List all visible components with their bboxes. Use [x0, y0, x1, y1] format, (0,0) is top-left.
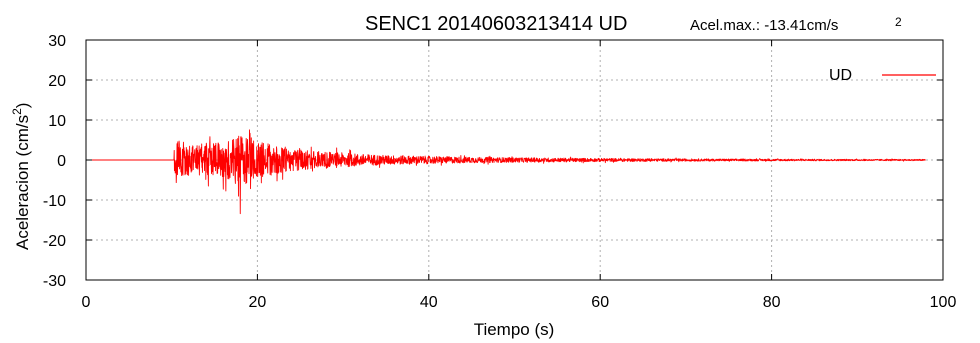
trace-layer: [86, 129, 926, 215]
y-axis-label: Aceleracion (cm/s2): [10, 103, 32, 250]
y-axis-label-text: Aceleracion (cm/s: [13, 115, 32, 250]
y-tick-label: 30: [48, 33, 66, 50]
x-tick-label: 60: [591, 294, 609, 311]
peak-annotation-value: -13.41: [764, 17, 807, 34]
peak-annotation-prefix: Acel.max.:: [690, 17, 764, 34]
series-ud-line: [86, 129, 926, 215]
chart-title: SENC1 20140603213414 UD: [365, 13, 627, 35]
peak-annotation: Acel.max.: -13.41cm/s: [690, 17, 838, 34]
y-tick-label: -20: [43, 233, 66, 250]
x-tick-label: 80: [763, 294, 781, 311]
y-tick-label: 20: [48, 73, 66, 90]
legend: UD: [829, 67, 936, 84]
x-tick-label: 40: [420, 294, 438, 311]
legend-label-ud: UD: [829, 67, 852, 84]
x-tick-label: 20: [249, 294, 267, 311]
y-tick-label: -10: [43, 193, 66, 210]
peak-annotation-unit: cm/s: [807, 17, 839, 34]
y-tick-label: -30: [43, 273, 66, 290]
x-axis-label: Tiempo (s): [474, 320, 555, 339]
y-tick-label: 0: [57, 153, 66, 170]
x-tick-label: 0: [82, 294, 91, 311]
y-tick-label: 10: [48, 113, 66, 130]
y-axis-label-exponent: 2: [10, 108, 24, 115]
peak-annotation-exponent: 2: [895, 15, 902, 29]
y-axis-label-suffix: ): [13, 103, 32, 109]
x-tick-label: 100: [930, 294, 957, 311]
